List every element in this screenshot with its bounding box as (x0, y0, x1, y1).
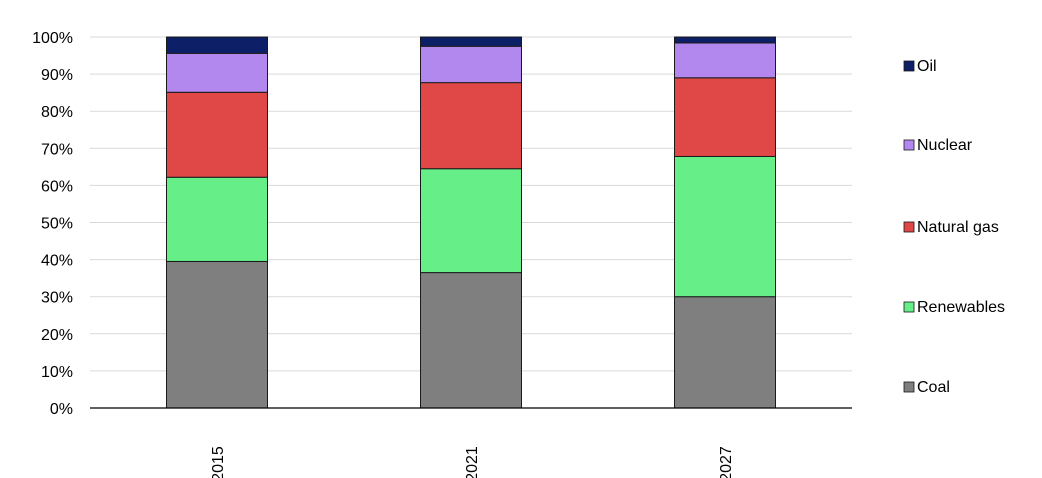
legend-swatch (903, 221, 915, 233)
bar-stack-2015 (166, 36, 268, 409)
bar-segment-nuclear (166, 52, 268, 93)
legend: Oil Nuclear Natural gas Renewables Coal (903, 58, 1005, 396)
legend-label: Oil (917, 58, 937, 75)
y-tick-label: 20% (41, 327, 73, 344)
bar-segment-nuclear (674, 42, 776, 79)
legend-label: Renewables (917, 299, 1005, 316)
x-tick-label: 2021 (464, 446, 481, 478)
bar-segment-oil (166, 36, 268, 54)
y-tick-label: 60% (41, 178, 73, 195)
bars (166, 36, 776, 409)
bar-segment-natural-gas (674, 77, 776, 157)
y-tick-label: 80% (41, 104, 73, 121)
y-tick-label: 70% (41, 141, 73, 158)
bar-segment-coal (674, 296, 776, 409)
legend-swatch (903, 301, 915, 313)
y-tick-label: 90% (41, 67, 73, 84)
bar-segment-oil (420, 36, 522, 47)
legend-swatch (903, 60, 915, 72)
bar-segment-natural-gas (420, 82, 522, 170)
legend-swatch (903, 381, 915, 393)
legend-label: Coal (917, 379, 950, 396)
y-tick-label: 50% (41, 216, 73, 233)
bar-segment-oil (674, 36, 776, 44)
y-tick-label: 100% (32, 30, 73, 47)
bar-segment-coal (420, 272, 522, 409)
y-tick-label: 0% (50, 401, 73, 418)
legend-swatch (903, 139, 915, 151)
x-tick-label: 2015 (210, 446, 227, 478)
y-tick-label: 30% (41, 290, 73, 307)
bar-segment-renewables (674, 155, 776, 298)
y-tick-label: 40% (41, 253, 73, 270)
y-tick-label: 10% (41, 364, 73, 381)
bar-segment-renewables (166, 176, 268, 262)
x-tick-label: 2027 (718, 446, 735, 478)
y-axis-ticks: 0% 10% 20% 30% 40% 50% 60% 70% 80% 90% 100% (32, 30, 73, 418)
x-axis-ticks: 2015 2021 2027 (210, 446, 735, 478)
bar-segment-nuclear (420, 45, 522, 84)
legend-label: Nuclear (917, 137, 973, 154)
bar-segment-natural-gas (166, 91, 268, 178)
bar-segment-renewables (420, 168, 522, 274)
legend-label: Natural gas (917, 219, 999, 236)
bar-stack-2027 (674, 36, 776, 409)
bar-stack-2021 (420, 36, 522, 409)
bar-segment-coal (166, 260, 268, 409)
